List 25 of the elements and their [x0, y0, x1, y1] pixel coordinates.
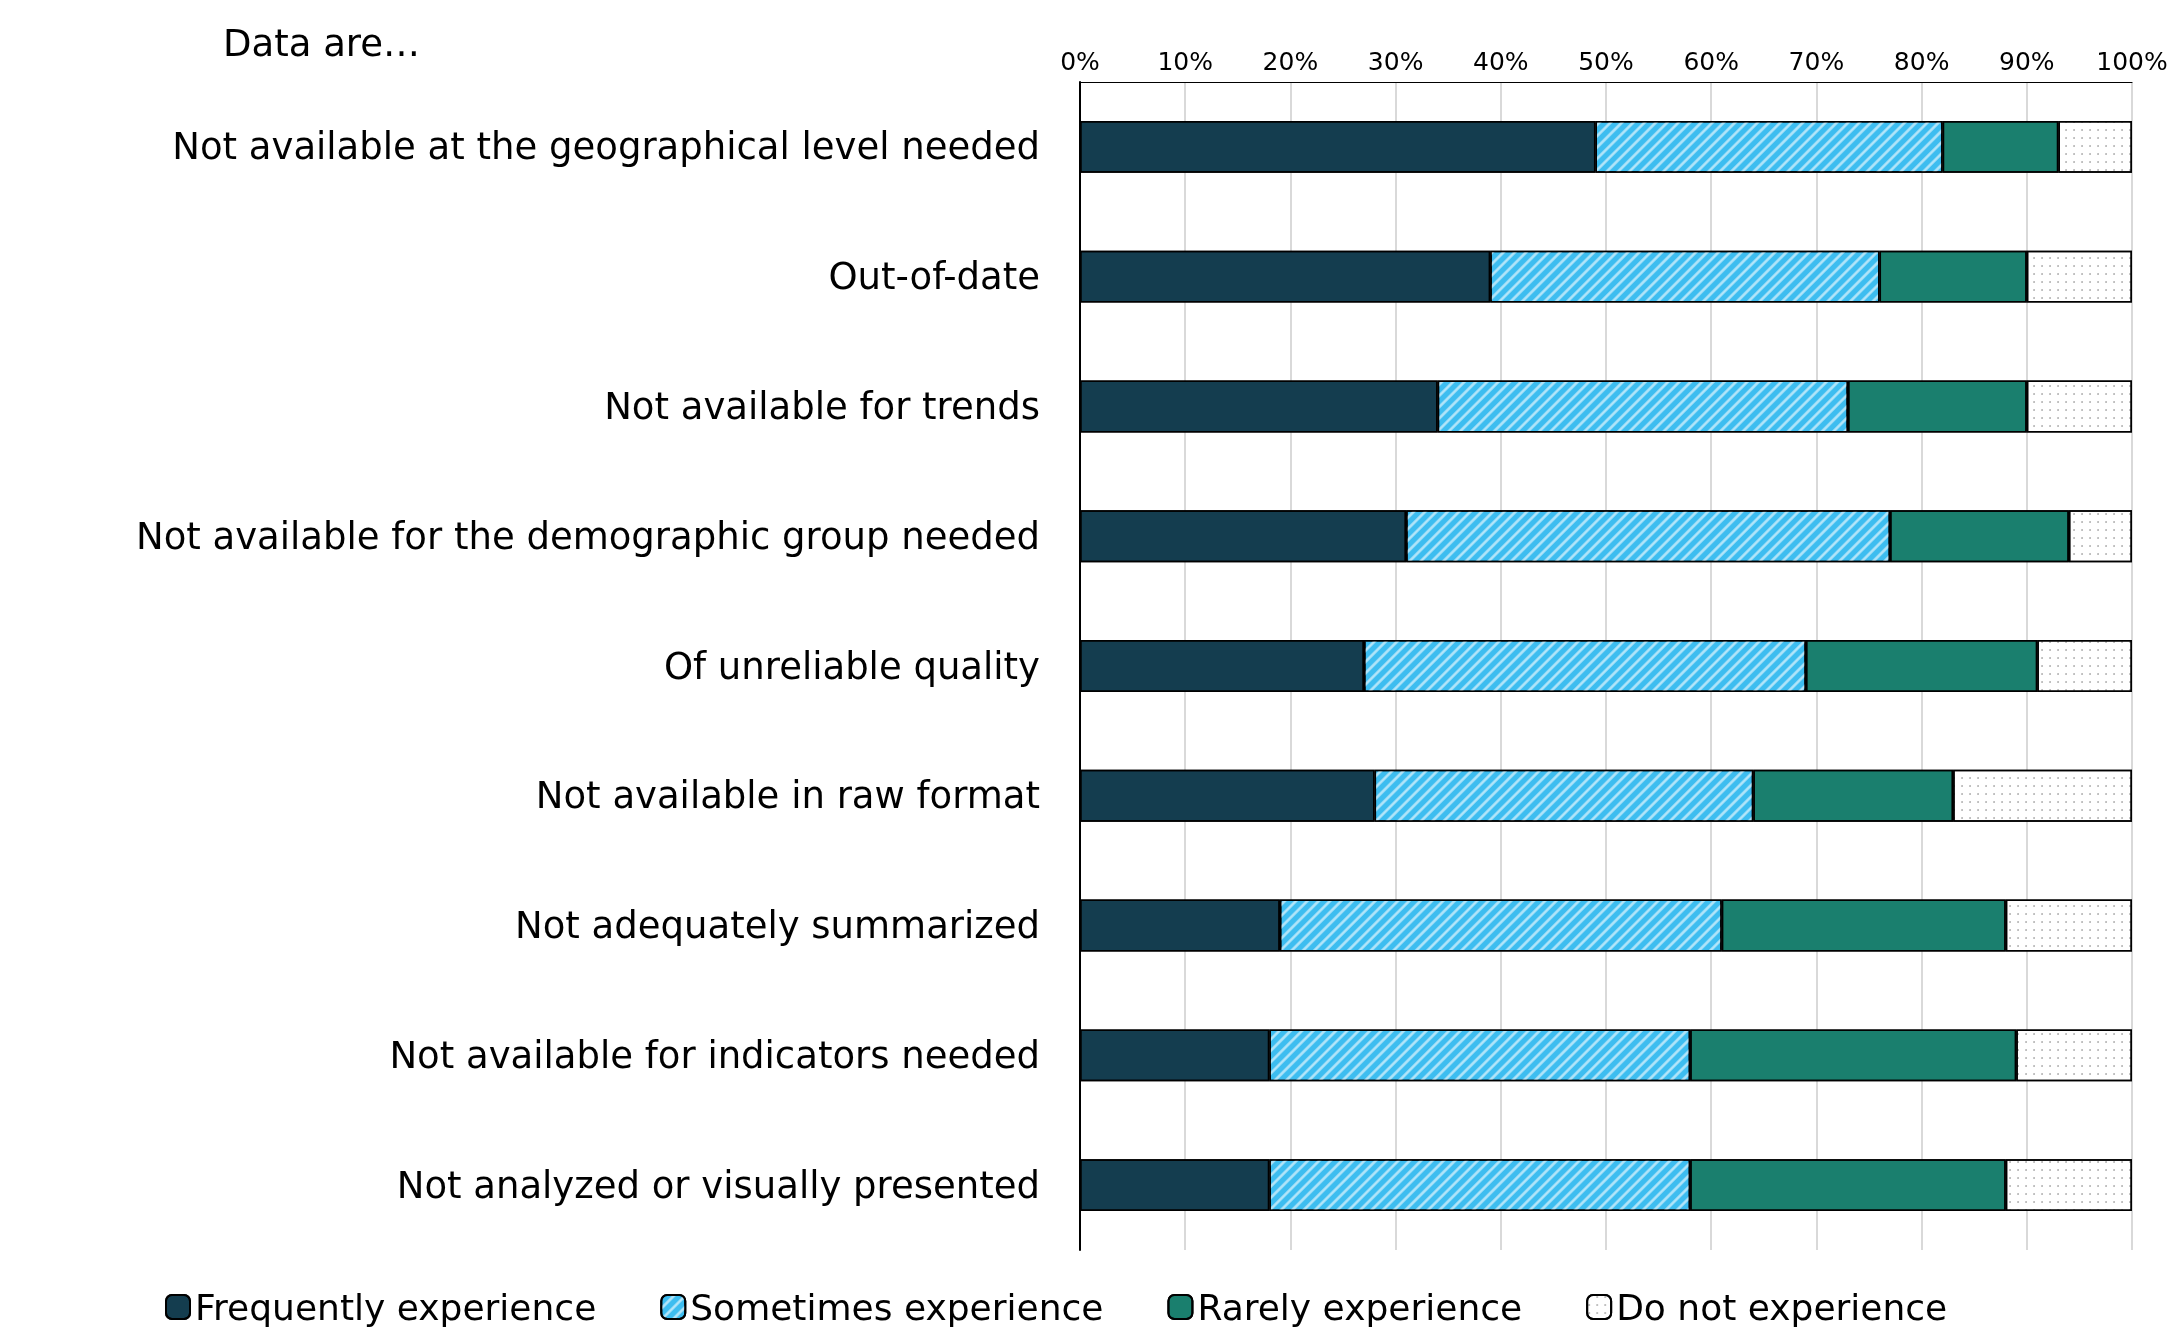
- y-tick-label: Not analyzed or visually presented: [396, 1163, 1040, 1207]
- x-tick-label: 70%: [1788, 47, 1845, 76]
- y-tick-label: Out-of-date: [828, 255, 1040, 299]
- y-tick-label: Not available for the demographic group needed: [135, 514, 1040, 558]
- x-tick-label: 10%: [1157, 47, 1213, 76]
- y-tick-label: Not available for trends: [604, 384, 1040, 428]
- x-tick-label: 40%: [1473, 47, 1529, 76]
- y-tick-label: Not available in raw format: [535, 774, 1040, 818]
- x-tick-label: 90%: [1999, 47, 2055, 76]
- x-tick-label: 30%: [1367, 47, 1424, 76]
- y-tick-label: Not available for indicators needed: [389, 1033, 1040, 1077]
- legend-label: Do not experience: [1616, 1286, 1948, 1328]
- y-axis-title: Data are…: [223, 22, 420, 65]
- x-tick-label: 80%: [1893, 47, 1950, 76]
- legend-label: Frequently experience: [195, 1286, 597, 1328]
- y-tick-label: Of unreliable quality: [663, 644, 1040, 688]
- x-tick-label: 60%: [1683, 47, 1739, 76]
- x-tick-label: 100%: [2096, 47, 2168, 76]
- y-tick-label: Not available at the geographical level needed: [172, 125, 1040, 169]
- y-tick-label: Not adequately summarized: [515, 904, 1040, 948]
- x-tick-label: 0%: [1060, 47, 1100, 76]
- x-tick-label: 50%: [1578, 47, 1634, 76]
- x-tick-label: 20%: [1262, 47, 1319, 76]
- legend-label: Sometimes experience: [690, 1286, 1104, 1328]
- legend-label: Rarely experience: [1197, 1286, 1523, 1328]
